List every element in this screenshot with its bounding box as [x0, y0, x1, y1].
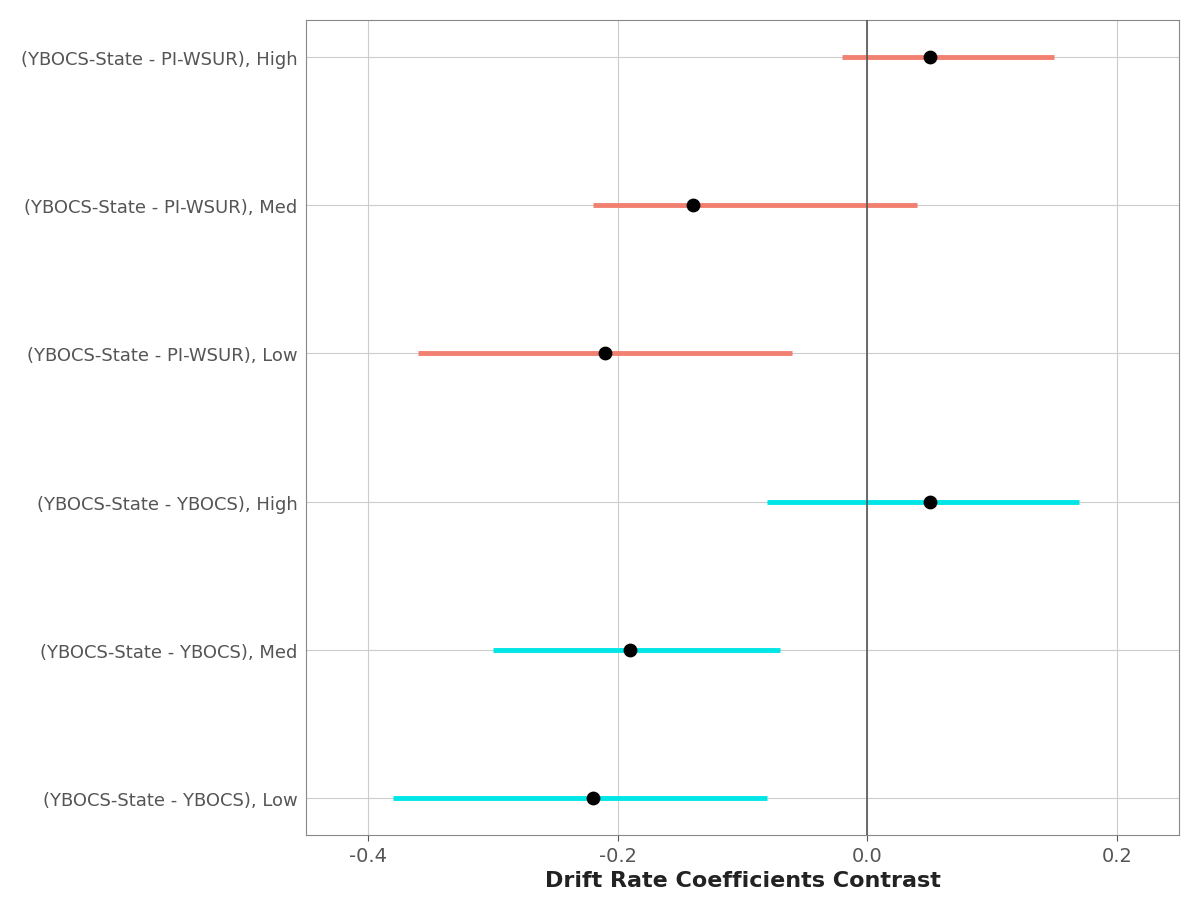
X-axis label: Drift Rate Coefficients Contrast: Drift Rate Coefficients Contrast	[545, 870, 941, 890]
Point	[595, 347, 614, 362]
Point	[920, 495, 940, 509]
Point	[620, 643, 640, 658]
Point	[920, 50, 940, 65]
Point	[583, 791, 602, 805]
Point	[683, 199, 702, 213]
